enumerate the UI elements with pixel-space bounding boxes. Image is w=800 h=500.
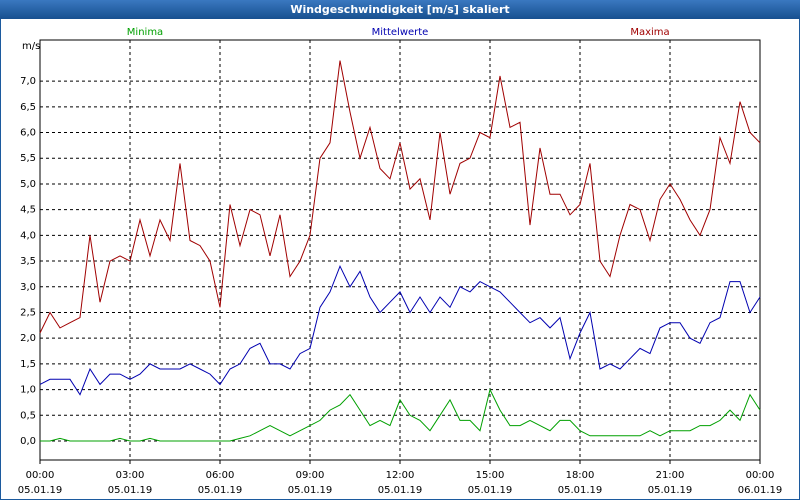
x-tick-date: 05.01.19: [198, 485, 243, 496]
y-tick-label: 5,5: [20, 153, 36, 164]
chart-title: Windgeschwindigkeit [m/s] skaliert: [290, 3, 509, 16]
x-tick-label: 15:00: [476, 470, 505, 481]
x-tick-label: 12:00: [386, 470, 415, 481]
y-axis-label: m/s: [22, 41, 40, 52]
x-tick-label: 21:00: [656, 470, 685, 481]
y-tick-label: 5,0: [20, 179, 36, 190]
legend-label: Minima: [127, 27, 163, 38]
y-tick-label: 6,0: [20, 128, 36, 139]
x-tick-label: 00:00: [746, 470, 775, 481]
x-tick-date: 05.01.19: [558, 485, 603, 496]
legend-label: Maxima: [630, 27, 669, 38]
y-tick-label: 1,0: [20, 385, 36, 396]
x-tick-date: 05.01.19: [18, 485, 63, 496]
series-line: [39, 264, 761, 396]
x-tick-date: 05.01.19: [108, 485, 153, 496]
y-tick-label: 7,0: [20, 76, 36, 87]
y-tick-label: 0,0: [20, 436, 36, 447]
x-tick-date: 05.01.19: [288, 485, 333, 496]
y-tick-label: 4,0: [20, 230, 36, 241]
x-tick-date: 05.01.19: [648, 485, 693, 496]
x-tick-date: 06.01.19: [738, 485, 783, 496]
y-tick-label: 2,5: [20, 307, 36, 318]
series-line: [39, 60, 761, 334]
series-line: [40, 388, 761, 442]
title-bar: [0, 0, 800, 19]
y-tick-label: 2,0: [20, 333, 36, 344]
x-tick-label: 03:00: [116, 470, 145, 481]
x-tick-label: 18:00: [566, 470, 595, 481]
x-tick-label: 00:00: [26, 470, 55, 481]
y-tick-label: 0,5: [20, 410, 36, 421]
y-tick-label: 4,5: [20, 205, 36, 216]
x-tick-date: 05.01.19: [378, 485, 423, 496]
x-tick-label: 09:00: [296, 470, 325, 481]
y-tick-label: 1,5: [20, 359, 36, 370]
y-tick-label: 6,5: [20, 102, 36, 113]
x-tick-date: 05.01.19: [468, 485, 513, 496]
legend-label: Mittelwerte: [372, 27, 429, 38]
y-tick-label: 3,5: [20, 256, 36, 267]
y-tick-label: 3,0: [20, 282, 36, 293]
x-tick-label: 06:00: [206, 470, 235, 481]
